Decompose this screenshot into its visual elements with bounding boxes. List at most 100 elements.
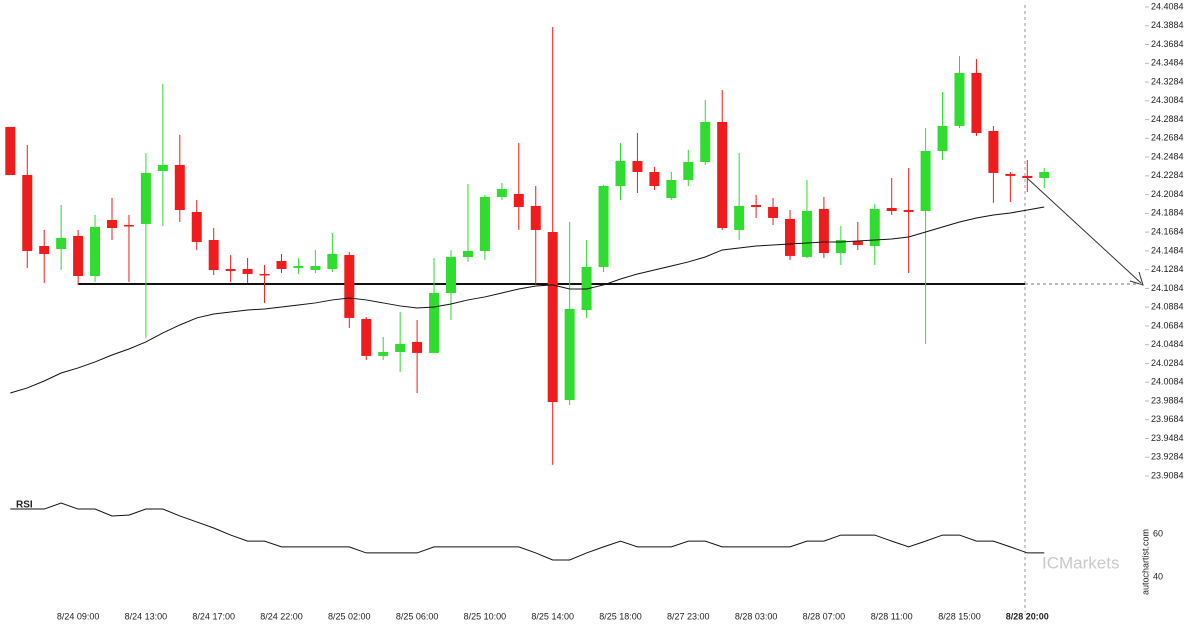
y-tick-label: 24.4084 <box>1151 1 1184 11</box>
candle-body <box>395 343 406 352</box>
candle-body <box>73 235 84 277</box>
moving-average-line <box>10 206 1045 394</box>
x-tick-label: 8/28 03:00 <box>735 611 778 621</box>
candle-body <box>225 268 236 271</box>
rsi-y-tick-label: 40 <box>1153 571 1163 581</box>
x-tick-label: 8/28 07:00 <box>803 611 846 621</box>
y-tick-label: 24.3484 <box>1151 58 1184 68</box>
arrow-head <box>1129 271 1144 286</box>
candle-body <box>971 72 982 133</box>
watermark: ICMarkets <box>1042 553 1119 572</box>
candle-body <box>56 237 67 250</box>
arrow-line <box>1026 177 1142 284</box>
candle-body <box>107 220 117 228</box>
y-tick-label: 24.1084 <box>1151 283 1184 293</box>
y-tick-label: 24.0684 <box>1151 320 1184 330</box>
candle-body <box>768 206 779 218</box>
candle-body <box>123 224 134 227</box>
candle-body <box>462 250 473 257</box>
candle-body <box>429 292 440 353</box>
candle-body <box>903 209 914 212</box>
candle-body <box>140 172 151 224</box>
candle-body <box>700 121 711 162</box>
candle-body <box>276 261 287 269</box>
candle-body <box>530 205 541 230</box>
candle-body <box>666 179 677 198</box>
candle-body <box>90 226 101 277</box>
y-tick-label: 24.1884 <box>1151 208 1184 218</box>
x-tick-label: 8/27 23:00 <box>667 611 710 621</box>
candle-body <box>801 211 812 257</box>
candle-body <box>1022 175 1033 178</box>
y-tick-label: 24.2484 <box>1151 151 1184 161</box>
candle-body <box>886 208 897 212</box>
y-tick-label: 23.9484 <box>1151 433 1184 443</box>
y-tick-label: 24.2084 <box>1151 189 1184 199</box>
candle-body <box>5 126 16 175</box>
candle-body <box>310 265 321 271</box>
candle-body <box>869 208 880 247</box>
candle-body <box>852 241 863 245</box>
candle-body <box>920 150 931 212</box>
candle-body <box>785 218 795 256</box>
candle-body <box>564 308 575 401</box>
candle-body <box>683 161 694 180</box>
candle-body <box>513 193 524 207</box>
x-tick-label: 8/24 22:00 <box>260 611 303 621</box>
candle-body <box>547 232 558 402</box>
candle-body <box>632 161 643 172</box>
candle-body <box>191 211 202 242</box>
y-tick-label: 24.3284 <box>1151 76 1184 86</box>
candle-body <box>327 253 338 269</box>
x-tick-label: 8/28 15:00 <box>938 611 981 621</box>
rsi-y-tick-label: 60 <box>1153 528 1163 538</box>
x-tick-label: 8/24 13:00 <box>125 611 168 621</box>
candle-body <box>22 174 33 251</box>
y-tick-label: 24.2684 <box>1151 133 1184 143</box>
y-tick-label: 24.1684 <box>1151 226 1184 236</box>
candle-body <box>479 196 490 251</box>
y-tick-label: 24.3884 <box>1151 20 1184 30</box>
candle-body <box>649 171 660 186</box>
source-label: autochartist.com <box>1140 529 1150 595</box>
x-tick-label: 8/25 06:00 <box>396 611 439 621</box>
y-tick-label: 24.1484 <box>1151 245 1184 255</box>
candle-body <box>412 341 423 353</box>
x-tick-label: 8/25 18:00 <box>599 611 642 621</box>
y-tick-label: 24.1284 <box>1151 264 1184 274</box>
x-tick-label: 8/25 02:00 <box>328 611 371 621</box>
y-tick-label: 24.2284 <box>1151 170 1184 180</box>
y-tick-label: 24.0084 <box>1151 377 1184 387</box>
candle-body <box>259 273 270 276</box>
x-tick-label: 8/25 10:00 <box>464 611 507 621</box>
candle-body <box>835 239 846 254</box>
candle-body <box>496 188 507 197</box>
candle-body <box>1005 173 1016 176</box>
candle-body <box>344 255 355 318</box>
rsi-label: RSI <box>16 500 33 511</box>
candle-body <box>242 268 253 274</box>
candle-body <box>598 185 609 268</box>
candle-body <box>39 246 50 254</box>
y-tick-label: 23.9884 <box>1151 395 1184 405</box>
rsi-line <box>10 502 1045 561</box>
y-tick-label: 24.0484 <box>1151 339 1184 349</box>
y-tick-label: 24.3684 <box>1151 39 1184 49</box>
y-tick-label: 24.2884 <box>1151 114 1184 124</box>
x-tick-label: 8/24 09:00 <box>57 611 100 621</box>
y-tick-label: 23.9284 <box>1151 452 1184 462</box>
x-tick-label: 8/24 17:00 <box>192 611 235 621</box>
candle-body <box>174 164 185 210</box>
candle-body <box>293 265 304 268</box>
candle-body <box>988 131 999 173</box>
candle-body <box>734 205 745 230</box>
candle-body <box>378 351 389 356</box>
x-tick-label: 8/28 11:00 <box>871 611 913 621</box>
candle-body <box>1039 171 1050 178</box>
candle-body <box>937 125 948 151</box>
candle-body <box>717 121 728 228</box>
candle-body <box>818 208 829 254</box>
candle-body <box>157 164 168 171</box>
